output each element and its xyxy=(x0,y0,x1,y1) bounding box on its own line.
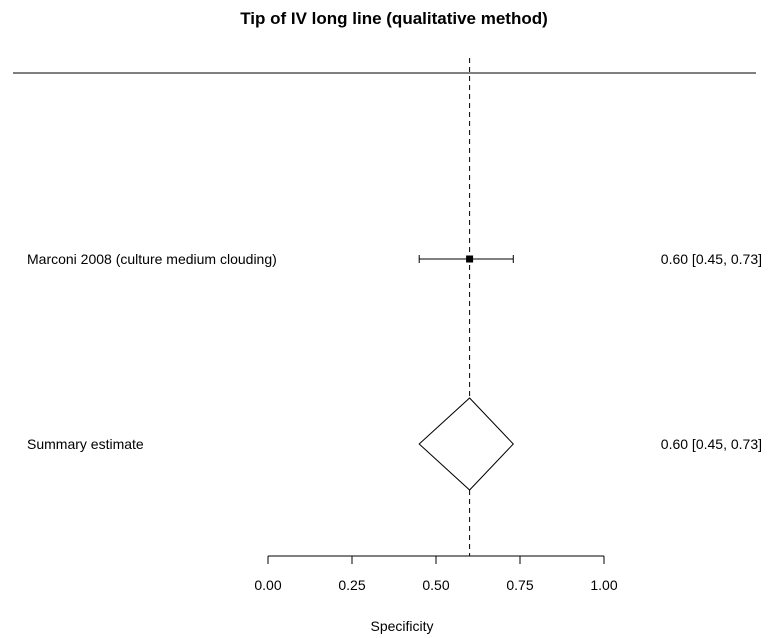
plot-area: Marconi 2008 (culture medium clouding) 0.… xyxy=(27,58,762,593)
summary-diamond xyxy=(418,397,514,491)
x-tick-label: 0.00 xyxy=(254,577,281,593)
summary-ci-text: 0.60 [0.45, 0.73] xyxy=(661,436,762,452)
x-tick-label: 0.75 xyxy=(506,577,533,593)
study-point-estimate xyxy=(466,255,474,263)
x-tick-label: 0.50 xyxy=(422,577,449,593)
study-label: Marconi 2008 (culture medium clouding) xyxy=(27,251,277,267)
study-ci-text: 0.60 [0.45, 0.73] xyxy=(661,251,762,267)
x-tick-label: 1.00 xyxy=(590,577,617,593)
x-tick-label: 0.25 xyxy=(338,577,365,593)
x-axis-label: Specificity xyxy=(370,618,433,634)
chart-title: Tip of IV long line (qualitative method) xyxy=(240,9,548,28)
summary-label: Summary estimate xyxy=(27,436,144,452)
